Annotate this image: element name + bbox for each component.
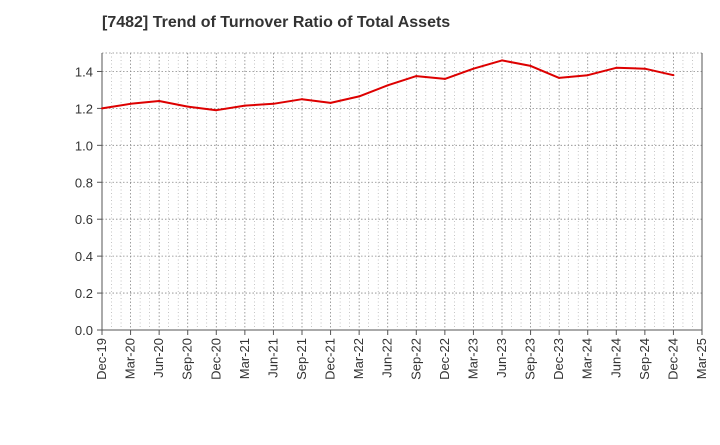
data-point <box>672 74 675 77</box>
y-tick-label: 0.0 <box>75 323 93 338</box>
data-point <box>558 76 561 79</box>
x-tick-label: Dec-21 <box>323 338 338 380</box>
x-tick-label: Mar-22 <box>351 338 366 379</box>
plot-area <box>102 53 702 330</box>
data-point <box>329 101 332 104</box>
data-point <box>243 104 246 107</box>
data-point <box>358 95 361 98</box>
x-tick-label: Jun-20 <box>151 338 166 378</box>
x-tick-label: Dec-19 <box>94 338 109 380</box>
x-tick-label: Sep-23 <box>523 338 538 380</box>
y-tick-label: 0.8 <box>75 175 93 190</box>
x-tick-label: Mar-25 <box>694 338 709 379</box>
data-point <box>501 59 503 62</box>
data-point <box>101 107 103 110</box>
data-point <box>615 66 618 69</box>
data-point <box>186 105 189 108</box>
x-tick-label: Mar-23 <box>465 338 480 379</box>
chart-title: [7482] Trend of Turnover Ratio of Total … <box>102 14 451 31</box>
y-tick-label: 1.2 <box>75 101 93 116</box>
x-tick-label: Dec-24 <box>665 338 680 380</box>
x-tick-label: Sep-24 <box>637 338 652 380</box>
x-tick-label: Jun-22 <box>380 338 395 378</box>
x-tick-label: Mar-20 <box>123 338 138 379</box>
data-point <box>272 102 275 105</box>
x-tick-label: Mar-21 <box>237 338 252 379</box>
x-tick-label: Mar-24 <box>580 338 595 379</box>
data-point <box>386 84 389 87</box>
x-tick-label: Dec-23 <box>551 338 566 380</box>
x-tick-label: Dec-20 <box>208 338 223 380</box>
x-tick-label: Jun-23 <box>494 338 509 378</box>
data-point <box>643 67 646 70</box>
y-tick-label: 1.4 <box>75 64 93 79</box>
y-tick-label: 0.6 <box>75 212 93 227</box>
data-point <box>215 109 218 112</box>
data-point <box>415 75 418 78</box>
data-point <box>586 74 589 77</box>
data-point <box>158 100 161 103</box>
data-point <box>129 102 132 105</box>
x-tick-label: Jun-24 <box>608 338 623 378</box>
data-point <box>443 77 446 80</box>
data-point <box>301 98 303 101</box>
y-tick-label: 1.0 <box>75 138 93 153</box>
x-tick-label: Jun-21 <box>265 338 280 378</box>
y-tick-label: 0.2 <box>75 286 93 301</box>
x-tick-label: Sep-20 <box>180 338 195 380</box>
x-tick-label: Sep-22 <box>408 338 423 380</box>
y-tick-label: 0.4 <box>75 249 93 264</box>
data-point <box>529 64 532 67</box>
x-tick-label: Dec-22 <box>437 338 452 380</box>
x-tick-label: Sep-21 <box>294 338 309 380</box>
data-point <box>472 67 475 70</box>
